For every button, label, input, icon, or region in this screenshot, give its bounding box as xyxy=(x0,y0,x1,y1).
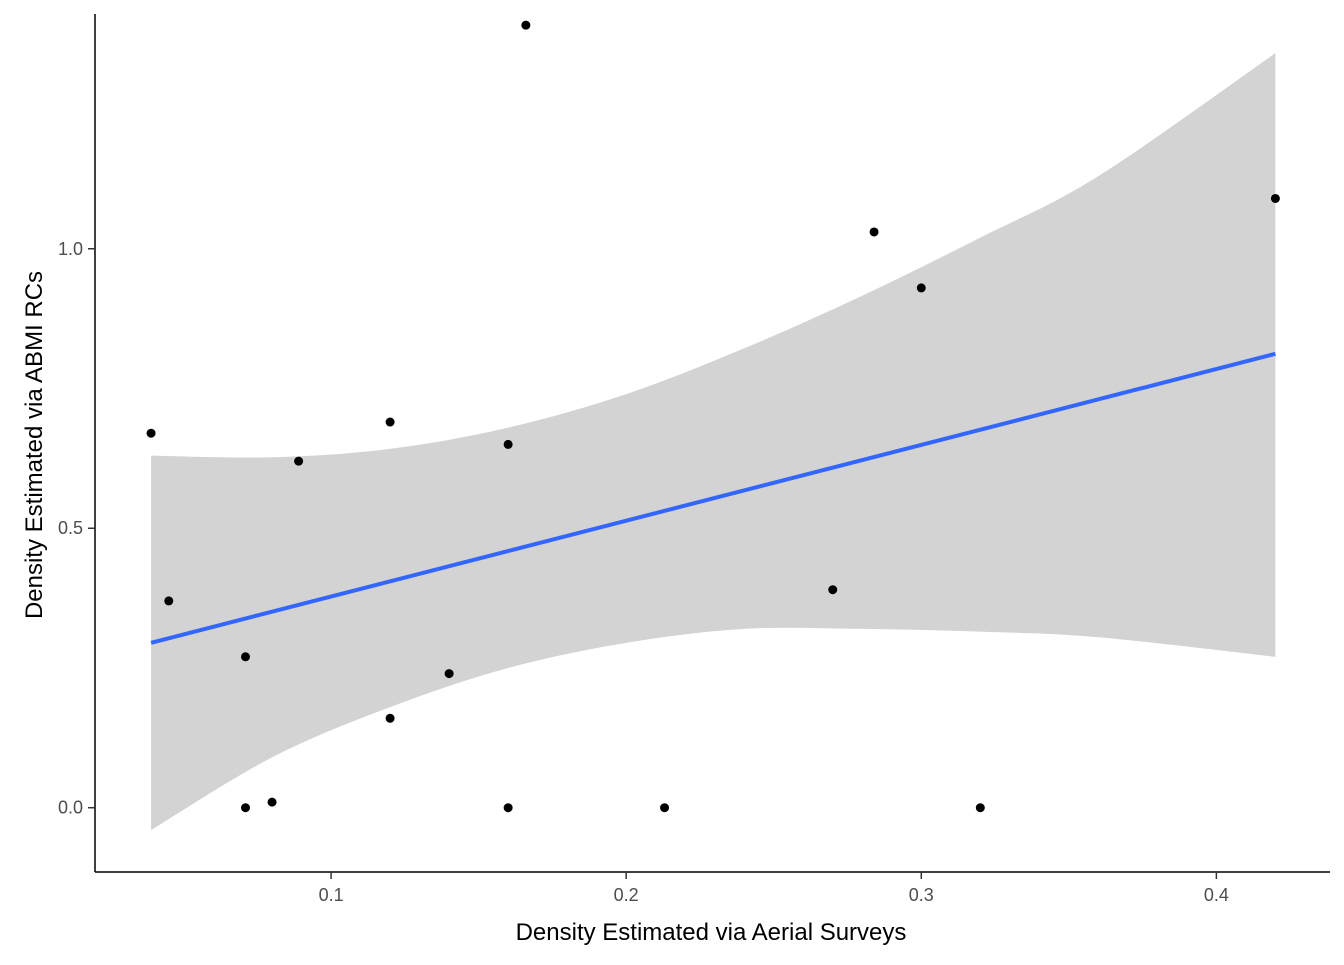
x-tick-label: 0.4 xyxy=(1204,885,1229,905)
x-tick-label: 0.1 xyxy=(319,885,344,905)
data-point xyxy=(164,596,174,606)
ticks-layer: 0.1 0.2 0.3 0.4 0.0 0.5 1.0 xyxy=(58,239,1229,905)
data-point xyxy=(1270,193,1280,203)
x-tick-label: 0.2 xyxy=(614,885,639,905)
fit-line-layer xyxy=(150,351,1276,645)
y-axis-title: Density Estimated via ABMI RCs xyxy=(21,271,48,619)
y-tick-label: 0.0 xyxy=(58,798,83,818)
x-axis-title: Density Estimated via Aerial Surveys xyxy=(516,919,907,946)
y-tick-label: 0.5 xyxy=(58,518,83,538)
points-layer xyxy=(146,20,1280,813)
x-tick-label: 0.3 xyxy=(909,885,934,905)
confidence-band-layer xyxy=(151,53,1276,831)
y-tick-label: 1.0 xyxy=(58,239,83,259)
data-point xyxy=(241,652,251,662)
data-point xyxy=(975,803,985,813)
data-point xyxy=(521,20,531,30)
data-point xyxy=(828,585,838,595)
data-point xyxy=(444,669,454,679)
data-point xyxy=(503,803,513,813)
data-point xyxy=(385,417,395,427)
regression-line xyxy=(150,351,1276,645)
axes-layer xyxy=(94,14,1330,873)
data-point xyxy=(294,456,304,466)
data-point xyxy=(660,803,670,813)
data-point xyxy=(241,803,251,813)
confidence-band xyxy=(151,53,1276,831)
data-point xyxy=(869,227,879,237)
data-point xyxy=(916,283,926,293)
data-point xyxy=(385,713,395,723)
data-point xyxy=(146,428,156,438)
data-point xyxy=(267,797,277,807)
data-point xyxy=(503,439,513,449)
